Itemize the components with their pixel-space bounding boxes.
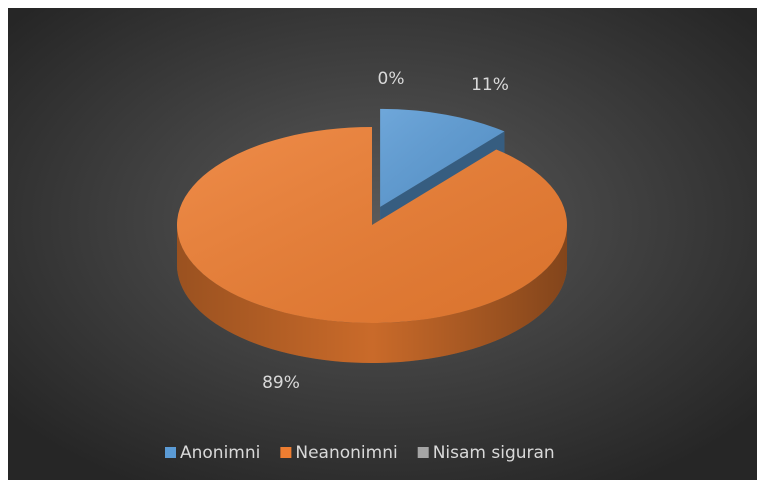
slice-top-shade [177, 127, 568, 323]
pie-slice [177, 127, 568, 363]
pie [177, 108, 568, 363]
data-label: 11% [471, 75, 509, 95]
data-labels: 11% 89% 0% [262, 69, 509, 393]
data-label: 89% [262, 373, 300, 393]
legend-label: Nisam siguran [433, 443, 555, 463]
legend-swatch [417, 447, 429, 458]
slice-wall-shade [177, 225, 567, 363]
legend: Anonimni Neanonimni Nisam siguran [165, 443, 555, 463]
slice-top-shade [380, 108, 505, 207]
legend-swatch [165, 447, 176, 458]
legend-swatch [280, 447, 292, 458]
legend-label: Neanonimni [295, 443, 397, 463]
data-label: 0% [378, 69, 405, 89]
legend-label: Anonimni [180, 443, 260, 463]
